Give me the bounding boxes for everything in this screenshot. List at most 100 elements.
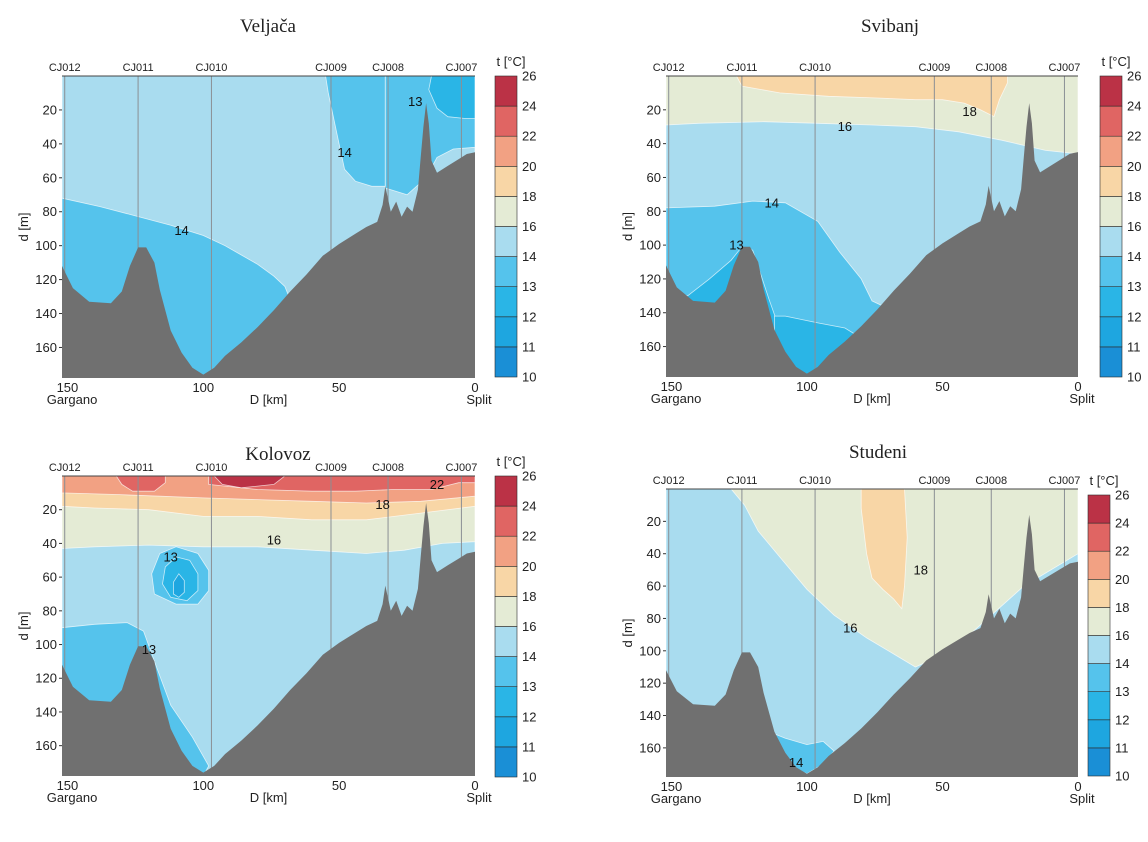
x-endpoint-left: Gargano — [651, 791, 702, 806]
x-tick-label: 50 — [332, 778, 346, 793]
colorbar-tick-label: 22 — [1115, 544, 1129, 559]
y-tick-label: 120 — [35, 272, 57, 287]
y-axis-label: d [m] — [620, 212, 635, 241]
colorbar-segment — [494, 686, 518, 718]
station-label: CJ012 — [49, 462, 81, 474]
isotherm-label: 16 — [843, 621, 857, 636]
colorbar-tick-label: 14 — [522, 249, 536, 264]
colorbar-tick-label: 10 — [522, 770, 536, 785]
temperature-band-4 — [115, 476, 166, 492]
station-label: CJ012 — [653, 475, 685, 487]
y-tick-label: 20 — [43, 502, 57, 517]
colorbar-tick-label: 16 — [1115, 628, 1129, 643]
colorbar-segment — [494, 105, 518, 137]
y-tick-label: 160 — [35, 738, 57, 753]
y-tick-label: 80 — [647, 204, 661, 219]
colorbar-tick-label: 20 — [522, 159, 536, 174]
colorbar-segment — [494, 75, 518, 107]
colorbar-segment — [494, 716, 518, 748]
x-tick-label: 0 — [1074, 779, 1081, 794]
colorbar-tick-label: 16 — [522, 219, 536, 234]
panel-title: Veljača — [240, 16, 296, 37]
temperature-band-10 — [172, 573, 185, 598]
isotherm-label: 16 — [838, 119, 852, 134]
station-label: CJ011 — [726, 62, 757, 74]
colorbar-tick-label: 16 — [1127, 219, 1141, 234]
colorbar-segment — [1099, 226, 1123, 257]
station-label: CJ009 — [315, 62, 347, 74]
colorbar-segment — [494, 286, 518, 318]
y-tick-label: 120 — [35, 671, 57, 686]
station-label: CJ007 — [1049, 62, 1081, 74]
station-label: CJ008 — [975, 475, 1007, 487]
y-tick-label: 80 — [43, 603, 57, 618]
y-tick-label: 160 — [639, 740, 661, 755]
isotherm-label: 18 — [914, 562, 928, 577]
colorbar-segment — [494, 565, 518, 597]
colorbar-tick-label: 26 — [522, 469, 536, 484]
colorbar-segment — [494, 226, 518, 257]
station-label: CJ010 — [196, 462, 228, 474]
x-axis-label: D [km] — [250, 392, 288, 407]
x-tick-label: 100 — [192, 380, 214, 395]
isotherm-label: 13 — [142, 642, 156, 657]
colorbar-label: t [°C] — [496, 454, 525, 469]
y-tick-label: 20 — [647, 102, 661, 117]
colorbar-tick-label: 12 — [1115, 712, 1129, 727]
x-tick-label: 50 — [935, 379, 949, 394]
colorbar-tick-label: 18 — [1115, 600, 1129, 615]
isotherm-label: 13 — [729, 238, 743, 253]
colorbar-tick-label: 20 — [1115, 572, 1129, 587]
panel-title: Studeni — [849, 442, 907, 463]
y-tick-label: 100 — [35, 637, 57, 652]
y-tick-label: 120 — [639, 676, 661, 691]
x-tick-label: 50 — [332, 380, 346, 395]
colorbar-segment — [494, 656, 518, 687]
seafloor — [666, 514, 1078, 777]
panel-2: Kolovoz CJ012 CJ011 CJ010 CJ009 CJ008 CJ007 20 4… — [16, 444, 536, 805]
colorbar-segment — [494, 316, 518, 348]
x-endpoint-left: Gargano — [651, 391, 702, 406]
colorbar-tick-label: 20 — [1127, 159, 1141, 174]
colorbar-tick-label: 18 — [522, 589, 536, 604]
station-label: CJ008 — [372, 62, 404, 74]
x-tick-label: 0 — [471, 380, 478, 395]
x-axis-label: D [km] — [853, 391, 891, 406]
colorbar-segment — [1087, 663, 1111, 692]
y-tick-label: 160 — [639, 339, 661, 354]
colorbar-segment — [494, 596, 518, 627]
isotherm-label: 18 — [375, 497, 389, 512]
colorbar-tick-label: 18 — [522, 189, 536, 204]
station-label: CJ011 — [726, 475, 757, 487]
y-tick-label: 80 — [43, 204, 57, 219]
seafloor — [62, 103, 475, 378]
x-tick-label: 100 — [796, 779, 818, 794]
x-tick-label: 100 — [192, 778, 214, 793]
colorbar-tick-label: 24 — [1127, 99, 1141, 114]
colorbar-segment — [1099, 166, 1123, 197]
x-endpoint-right: Split — [466, 392, 492, 407]
station-label: CJ007 — [446, 62, 478, 74]
station-label: CJ011 — [123, 62, 154, 74]
panel-3: Studeni CJ012 CJ011 CJ010 CJ009 CJ008 CJ007 20 4… — [620, 442, 1129, 806]
plot-area — [62, 76, 475, 378]
colorbar-tick-label: 12 — [522, 309, 536, 324]
colorbar-segment — [1099, 75, 1123, 107]
seafloor — [666, 103, 1078, 377]
colorbar-segment — [1099, 256, 1123, 288]
x-tick-label: 150 — [661, 379, 683, 394]
colorbar-tick-label: 22 — [522, 129, 536, 144]
colorbar: 10 11 12 13 14 16 18 20 22 24 26t [°C] — [494, 454, 536, 785]
panel-1: Svibanj CJ012 CJ011 CJ010 CJ009 CJ008 CJ007 20 4… — [620, 16, 1141, 406]
colorbar-tick-label: 24 — [522, 99, 536, 114]
colorbar-segment — [1087, 494, 1111, 524]
colorbar-tick-label: 22 — [522, 529, 536, 544]
station-label: CJ010 — [196, 62, 228, 74]
colorbar-segment — [494, 535, 518, 567]
plot-area — [62, 476, 475, 776]
temperature-band-6 — [213, 476, 286, 489]
colorbar-tick-label: 20 — [522, 559, 536, 574]
plot-area — [666, 489, 1078, 777]
colorbar-tick-label: 12 — [1127, 309, 1141, 324]
colorbar-label: t [°C] — [1101, 54, 1130, 69]
